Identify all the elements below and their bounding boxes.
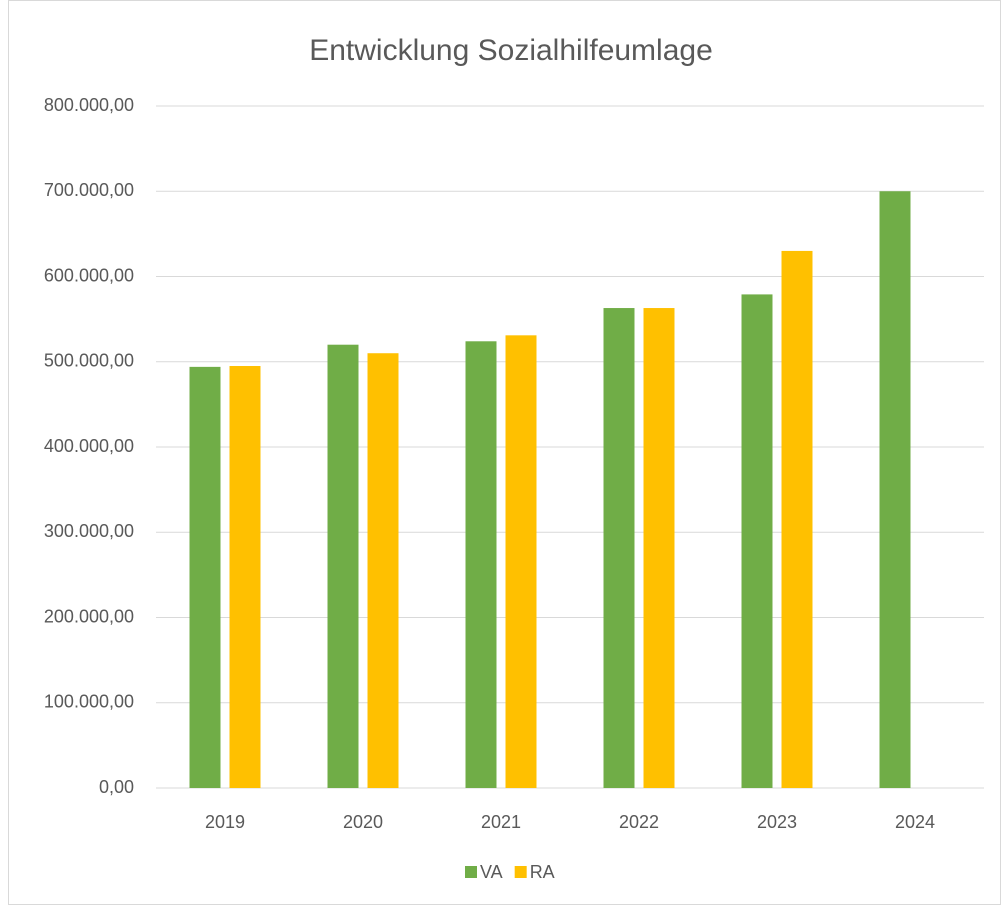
y-tick-label: 200.000,00	[44, 606, 134, 626]
bar	[781, 250, 813, 789]
bar	[189, 366, 221, 788]
chart-title: Entwicklung Sozialhilfeumlage	[309, 34, 713, 67]
legend-label: RA	[530, 862, 555, 882]
legend-swatch	[465, 866, 477, 878]
y-tick-label: 100.000,00	[44, 692, 134, 712]
x-tick-label: 2021	[481, 812, 521, 832]
y-tick-label: 800.000,00	[44, 95, 134, 115]
y-tick-label: 400.000,00	[44, 436, 134, 456]
legend-label: VA	[480, 862, 503, 882]
bar	[229, 366, 261, 788]
bar	[327, 344, 359, 788]
x-tick-label: 2022	[619, 812, 659, 832]
bar	[505, 335, 537, 788]
x-tick-label: 2020	[343, 812, 383, 832]
bar	[643, 308, 675, 788]
bar	[367, 353, 399, 788]
y-tick-label: 500.000,00	[44, 351, 134, 371]
x-tick-label: 2019	[205, 812, 245, 832]
bar	[741, 294, 773, 788]
bar	[879, 191, 911, 788]
y-tick-label: 700.000,00	[44, 180, 134, 200]
x-tick-label: 2023	[757, 812, 797, 832]
chart-frame	[8, 0, 1001, 905]
y-tick-label: 300.000,00	[44, 521, 134, 541]
legend-swatch	[514, 866, 527, 878]
y-tick-label: 600.000,00	[44, 265, 134, 285]
bar	[465, 341, 497, 788]
bar	[603, 308, 635, 788]
y-tick-label: 0,00	[99, 777, 134, 797]
x-tick-label: 2024	[895, 812, 935, 832]
